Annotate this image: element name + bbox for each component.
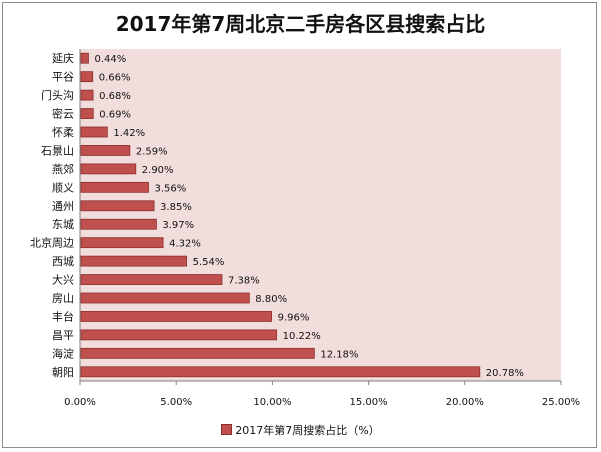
bar (80, 329, 278, 341)
bars: 延庆 0.44% 平谷 0.66% 门头沟 0.68% 密云 0.69% 怀柔 1.42% 石景山 2… (30, 51, 524, 379)
bar (80, 89, 94, 101)
bar (80, 200, 155, 212)
bar-value-label: 0.66% (99, 73, 131, 84)
bar (80, 52, 89, 64)
bar (80, 108, 94, 119)
bar-value-label: 9.96% (278, 312, 310, 323)
bar (80, 71, 94, 83)
category-label: 朝阳 (52, 366, 74, 379)
category-label: 通州 (52, 200, 74, 213)
x-tick-label: 10.00% (253, 397, 291, 408)
x-tick-label: 5.00% (160, 397, 192, 408)
bar-value-label: 4.32% (169, 239, 201, 250)
x-tick-label: 20.00% (446, 397, 484, 408)
category-label: 顺义 (52, 181, 74, 194)
category-label: 延庆 (52, 51, 74, 65)
bar (80, 274, 223, 285)
plot-area (80, 49, 561, 381)
bar (80, 181, 149, 193)
x-tick-label: 25.00% (542, 397, 580, 408)
x-tick-label: 0.00% (64, 397, 96, 408)
bar-value-label: 3.85% (160, 202, 192, 213)
category-label: 房山 (52, 292, 74, 305)
category-label: 平谷 (52, 71, 74, 84)
category-label: 东城 (52, 218, 74, 231)
category-label: 密云 (52, 107, 74, 121)
bar-value-label: 0.69% (99, 110, 131, 121)
legend: 2017年第7周搜索占比（%） (0, 422, 601, 438)
bar (80, 347, 315, 359)
bar (80, 218, 157, 230)
bar-value-label: 8.80% (255, 294, 287, 305)
x-axis: 0.00% 5.00% 10.00% 15.00% 20.00% 25.00% (64, 49, 580, 408)
x-tick-label: 15.00% (350, 397, 388, 408)
bar (80, 237, 164, 249)
bar-value-label: 0.68% (99, 91, 131, 102)
bar-value-label: 2.90% (142, 165, 174, 176)
bar-value-label: 1.42% (113, 128, 145, 139)
bar (80, 255, 187, 267)
category-label: 北京周边 (30, 236, 74, 250)
category-label: 燕郊 (52, 163, 74, 176)
bar-value-label: 3.56% (154, 183, 186, 194)
category-label: 大兴 (52, 273, 74, 287)
bar-value-label: 10.22% (283, 331, 321, 342)
category-label: 丰台 (52, 309, 74, 323)
legend-label: 2017年第7周搜索占比（%） (235, 424, 380, 437)
legend-swatch (221, 424, 233, 435)
bar-value-label: 20.78% (486, 368, 524, 379)
bar-value-label: 0.44% (94, 54, 126, 65)
bar-value-label: 5.54% (193, 257, 225, 268)
bar-value-label: 7.38% (228, 276, 260, 287)
chart-title: 2017年第7周北京二手房各区县搜索占比 (115, 12, 486, 36)
category-label: 昌平 (52, 329, 74, 342)
bar-value-label: 2.59% (136, 146, 168, 157)
bar-value-label: 12.18% (320, 349, 358, 360)
bar (80, 366, 481, 378)
category-label: 海淀 (52, 346, 74, 360)
bar (80, 163, 137, 175)
bar-value-label: 3.97% (162, 220, 194, 231)
bar (80, 292, 250, 304)
bar (80, 145, 131, 156)
category-label: 西城 (52, 255, 74, 268)
category-label: 石景山 (41, 144, 74, 157)
category-label: 怀柔 (52, 126, 74, 139)
bar (80, 311, 273, 322)
category-label: 门头沟 (41, 88, 74, 102)
bar (80, 126, 108, 138)
